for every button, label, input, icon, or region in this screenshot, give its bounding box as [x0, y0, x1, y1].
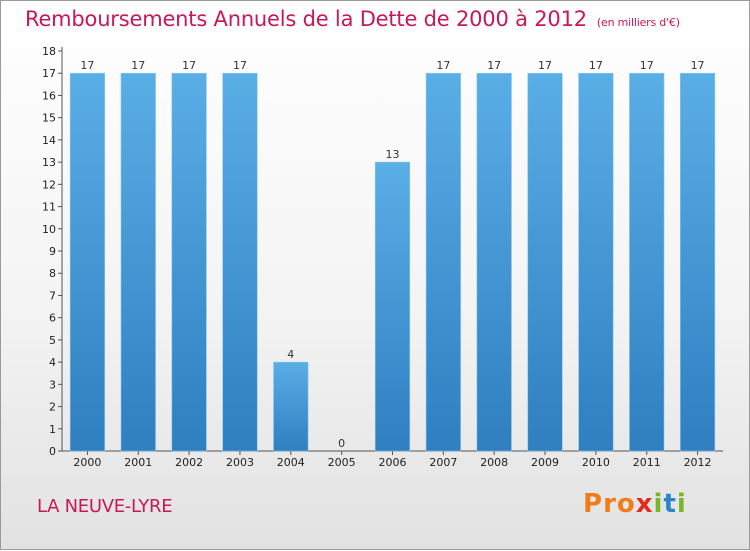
bar	[69, 72, 106, 452]
bars	[69, 72, 716, 452]
data-label: 0	[338, 437, 345, 450]
data-labels: 17 17 17 17 4 0 13 17 17 17 17 17 17	[80, 59, 704, 450]
y-tick-label: 2	[49, 401, 56, 414]
x-tick-label: 2005	[328, 456, 356, 469]
bar	[171, 72, 207, 452]
bar	[374, 161, 411, 452]
logo-letter: o	[616, 489, 636, 519]
y-tick-label: 18	[42, 45, 56, 58]
logo-letter: i	[653, 489, 664, 519]
commune-name: LA NEUVE-LYRE	[37, 496, 173, 517]
data-label: 17	[182, 59, 196, 72]
y-tick-label: 3	[49, 378, 56, 391]
data-label: 17	[640, 59, 654, 72]
x-tick-label: 2011	[633, 456, 661, 469]
y-tick-label: 10	[42, 223, 56, 236]
y-tick-label: 0	[49, 445, 56, 458]
logo-letter: i	[676, 489, 687, 519]
y-tick-label: 15	[42, 112, 56, 125]
data-label: 17	[80, 59, 94, 72]
y-tick-label: 7	[49, 289, 56, 302]
logo-letter: P	[583, 489, 604, 519]
data-label: 4	[287, 348, 294, 361]
y-tick-label: 5	[49, 334, 56, 347]
x-tick-label: 2009	[531, 456, 559, 469]
bar	[273, 361, 309, 452]
logo-letter: r	[603, 489, 617, 519]
proxiti-logo: Proxiti	[583, 489, 687, 519]
y-tick-label: 17	[42, 67, 56, 80]
bar	[527, 72, 563, 452]
y-tick-label: 12	[42, 178, 56, 191]
y-tick-label: 11	[42, 201, 56, 214]
x-tick-label: 2012	[684, 456, 712, 469]
x-tick-label: 2000	[73, 456, 101, 469]
data-label: 17	[589, 59, 603, 72]
data-label: 17	[131, 59, 145, 72]
data-label: 13	[386, 148, 400, 161]
y-tick-label: 16	[42, 89, 56, 102]
bar	[120, 72, 156, 452]
chart-title-text: Remboursements Annuels de la Dette de 20…	[25, 7, 587, 31]
bar	[222, 72, 258, 452]
bar	[629, 72, 665, 452]
y-tick-label: 13	[42, 156, 56, 169]
y-tick-label: 4	[49, 356, 56, 369]
x-tick-label: 2004	[277, 456, 305, 469]
y-tick-label: 6	[49, 312, 56, 325]
logo-letter: t	[663, 489, 677, 519]
x-tick-label: 2006	[379, 456, 407, 469]
bar	[679, 72, 716, 452]
x-tick-label: 2008	[480, 456, 508, 469]
y-tick-label: 14	[42, 134, 56, 147]
data-label: 17	[691, 59, 705, 72]
y-tick-label: 1	[49, 423, 56, 436]
data-label: 17	[436, 59, 450, 72]
y-tick-label: 9	[49, 245, 56, 258]
y-tick-label: 8	[49, 267, 56, 280]
data-label: 17	[487, 59, 501, 72]
x-tick-label: 2010	[582, 456, 610, 469]
x-tick-label: 2002	[175, 456, 203, 469]
bar	[476, 72, 512, 452]
chart-unit: (en milliers d'€)	[596, 16, 680, 29]
data-label: 17	[538, 59, 552, 72]
bar	[425, 72, 461, 452]
x-tick-label: 2001	[124, 456, 152, 469]
chart-title: Remboursements Annuels de la Dette de 20…	[25, 7, 680, 31]
bar	[578, 72, 614, 452]
data-label: 17	[233, 59, 247, 72]
x-tick-label: 2007	[429, 456, 457, 469]
logo-letter: x	[635, 489, 654, 519]
x-tick-label: 2003	[226, 456, 254, 469]
